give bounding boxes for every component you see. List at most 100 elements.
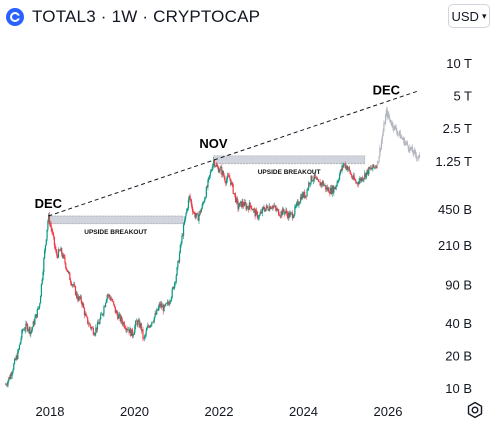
candle: [273, 206, 275, 207]
candle: [163, 305, 165, 312]
candle: [227, 175, 229, 177]
projection-candle: [418, 155, 420, 158]
candle: [18, 349, 20, 351]
candle: [99, 319, 101, 324]
candle: [111, 299, 113, 302]
candle: [31, 329, 33, 332]
candle: [244, 202, 246, 205]
candle: [261, 207, 263, 214]
candle: [74, 284, 76, 287]
candle: [160, 303, 162, 306]
candle: [113, 304, 116, 307]
candle: [267, 207, 269, 210]
candle: [43, 258, 45, 273]
candle: [249, 202, 251, 206]
candle: [52, 233, 55, 237]
candle: [325, 187, 328, 190]
candle: [85, 313, 87, 316]
breakout-zone: [47, 215, 184, 225]
candle: [136, 320, 138, 326]
candle: [22, 329, 24, 331]
candle: [131, 329, 133, 337]
candle: [204, 198, 206, 202]
candle: [308, 182, 311, 185]
candle: [188, 195, 190, 200]
candle: [62, 254, 64, 258]
candle: [50, 224, 52, 229]
candle: [256, 210, 258, 213]
candle: [368, 167, 370, 175]
candle: [247, 207, 250, 210]
candle: [230, 178, 232, 185]
x-axis-label: 2024: [289, 404, 318, 419]
candle: [178, 260, 180, 263]
candle: [305, 195, 307, 197]
candle: [224, 177, 226, 183]
candle: [349, 170, 351, 174]
candle: [48, 214, 51, 225]
candle: [353, 175, 355, 180]
candle: [47, 220, 49, 230]
currency-selector[interactable]: USD ▾: [448, 4, 490, 28]
projection-candle: [403, 138, 405, 146]
candle: [306, 189, 308, 197]
candle: [124, 327, 126, 329]
candle: [226, 175, 229, 180]
candle: [357, 183, 359, 185]
candle: [234, 194, 237, 203]
candle: [253, 208, 255, 210]
candle: [172, 287, 174, 290]
candle: [156, 309, 159, 311]
candle: [265, 205, 268, 209]
candle: [334, 187, 336, 189]
candle: [356, 182, 359, 184]
candle: [292, 217, 294, 219]
candle: [121, 316, 123, 322]
projection-candle: [382, 130, 384, 136]
candle: [276, 209, 278, 211]
candle: [330, 187, 332, 194]
candle: [291, 212, 293, 214]
candle: [295, 203, 298, 207]
candle: [208, 176, 210, 180]
candle: [372, 164, 374, 169]
candle: [73, 284, 75, 286]
projection-candle: [416, 157, 418, 159]
candle: [15, 355, 17, 360]
projection-candle: [396, 130, 398, 134]
candle: [210, 170, 212, 172]
candle: [229, 177, 231, 179]
candle: [312, 179, 315, 181]
candle: [346, 165, 348, 170]
candle: [304, 192, 306, 198]
candle: [176, 267, 178, 276]
candle: [304, 195, 307, 198]
candle: [97, 322, 99, 324]
candle: [143, 337, 145, 339]
candle: [72, 284, 74, 286]
candle: [369, 167, 371, 169]
candle: [49, 224, 51, 225]
candle: [354, 179, 356, 181]
settings-gear-icon[interactable]: [466, 401, 484, 419]
y-axis-label: 10 T: [446, 56, 472, 71]
candle: [18, 344, 21, 350]
candle: [157, 307, 159, 311]
candle: [279, 216, 281, 217]
candle: [38, 306, 40, 309]
candle: [95, 327, 97, 334]
candle: [35, 314, 37, 319]
candle: [177, 260, 179, 268]
candle: [109, 294, 111, 298]
candle: [214, 165, 216, 167]
candle: [196, 213, 198, 214]
candle: [91, 327, 94, 329]
candle: [295, 206, 297, 207]
projection-candle: [393, 127, 395, 130]
candle: [27, 330, 29, 331]
candle: [60, 247, 62, 251]
candle: [183, 221, 185, 225]
candle: [122, 322, 125, 325]
candle: [345, 165, 347, 169]
